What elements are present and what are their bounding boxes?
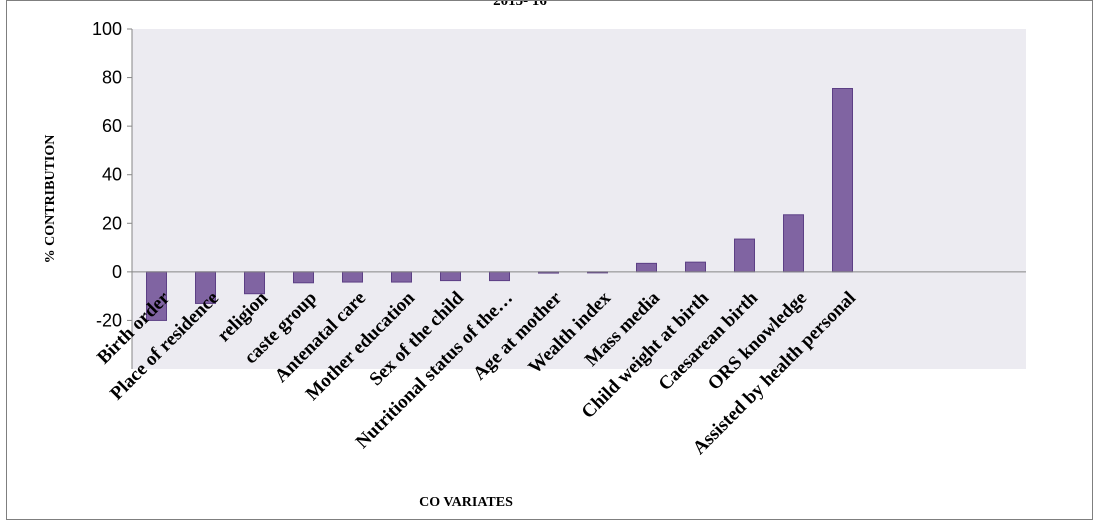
chart-frame: -20 0 20 40 60 80 100 Birth order Place of resi…: [6, 0, 1093, 520]
bar: [783, 214, 804, 273]
y-tick-label: -20: [96, 310, 122, 330]
y-tick-label: 0: [112, 262, 122, 282]
y-tick-label: 100: [92, 19, 122, 39]
bar: [293, 271, 314, 284]
bar: [489, 271, 510, 282]
bar: [342, 271, 363, 283]
bar: [734, 238, 755, 273]
y-tick-label: 60: [102, 116, 122, 136]
bar: [636, 262, 657, 273]
bar: [391, 271, 412, 283]
bar: [832, 88, 853, 273]
bar: [440, 271, 461, 282]
chart-title: 2015- 16: [493, 1, 547, 9]
y-tick-label: 40: [102, 165, 122, 185]
bar: [685, 261, 706, 273]
y-axis-title: % CONTRIBUTION: [43, 135, 58, 264]
x-axis-title: CO VARIATES: [419, 495, 513, 510]
y-tick-label: 80: [102, 68, 122, 88]
y-tick-label: 20: [102, 213, 122, 233]
plot-area: [132, 29, 1026, 369]
